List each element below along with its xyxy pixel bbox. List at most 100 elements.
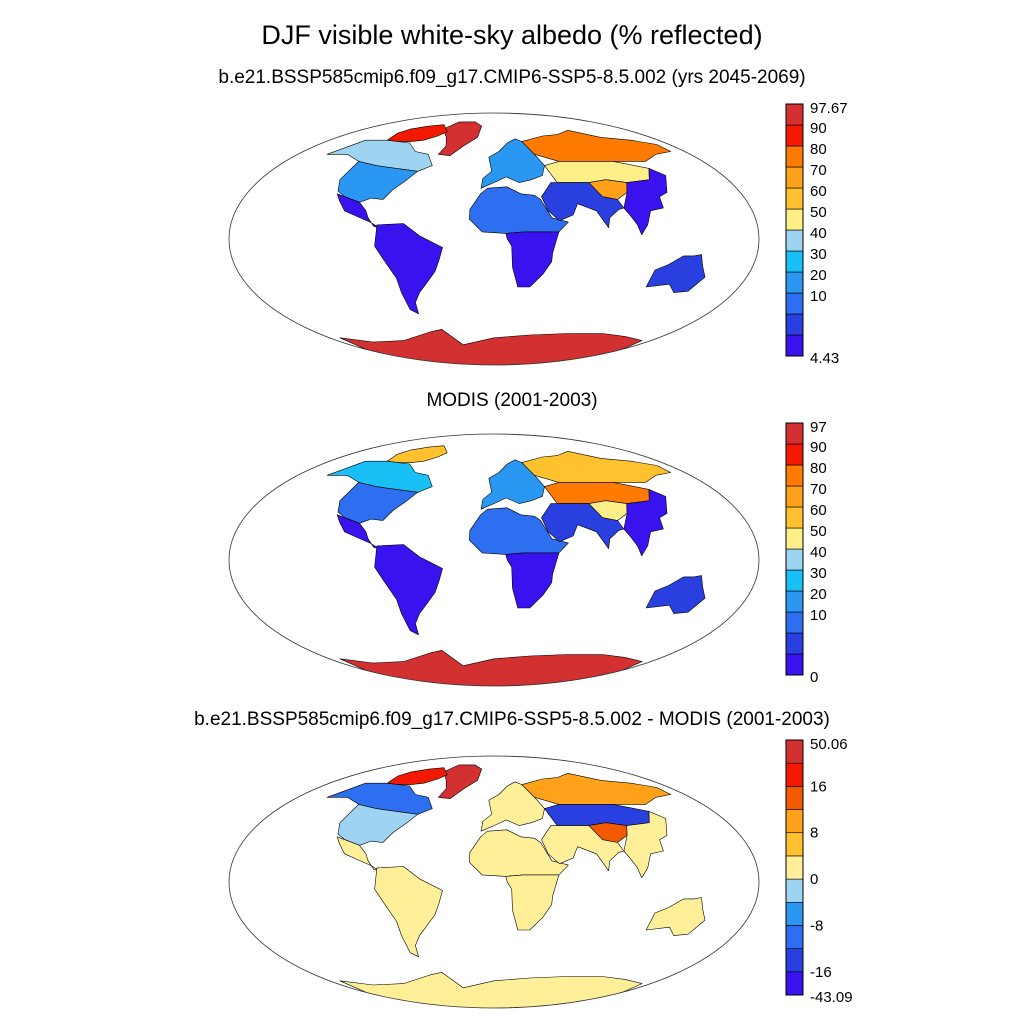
panel-1-colorbar: 97.67 90 80 70 60 50 40 30 20 10 4.43: [785, 100, 848, 367]
colorbar-tick-label: 30: [810, 246, 827, 263]
region-south-america: [374, 544, 443, 636]
colorbar-swatch: [785, 422, 804, 445]
colorbar-tick-label: 16: [810, 778, 827, 795]
colorbar-tick-label: 90: [810, 120, 827, 137]
panel-2-title: MODIS (2001-2003): [426, 390, 598, 411]
colorbar-swatch: [785, 506, 804, 529]
colorbar-swatch: [785, 271, 804, 294]
colorbar-min-label: -43.09: [810, 989, 853, 1006]
region-north-america-mid-latitude: [337, 804, 418, 846]
region-south-asia: [541, 182, 625, 228]
colorbar-tick-label: 60: [810, 502, 827, 519]
region-central-asia: [544, 482, 650, 504]
colorbar-swatch: [785, 878, 804, 903]
colorbar-swatch: [785, 208, 804, 231]
region-north-america-mid-latitude: [337, 482, 418, 524]
colorbar-tick-label: -8: [810, 917, 823, 934]
colorbar-tick-label: 50: [810, 523, 827, 540]
region-canadian-arctic: [386, 124, 448, 142]
region-africa-south: [505, 552, 560, 609]
colorbar-tick-label: -16: [810, 964, 832, 981]
colorbar-swatch: [785, 632, 804, 655]
colorbar-swatch: [785, 229, 804, 252]
region-north-america-mid-latitude: [337, 161, 418, 203]
colorbar-swatch: [785, 739, 804, 764]
region-australia: [645, 254, 706, 293]
region-south-asia: [541, 825, 625, 871]
colorbar-min-label: 0: [810, 669, 818, 686]
region-antarctica: [339, 650, 643, 686]
colorbar-swatch: [785, 485, 804, 508]
colorbar-min-label: 4.43: [810, 350, 839, 367]
colorbar-max-label: 50.06: [810, 736, 848, 753]
map-outline: [228, 112, 760, 366]
colorbar-swatch: [785, 948, 804, 973]
map-outline: [228, 755, 760, 1009]
colorbar-tick-label: 70: [810, 162, 827, 179]
region-africa-north: [469, 186, 569, 234]
panel-3-colorbar: 50.06 16 8 0 -8 -16 -43.09: [785, 736, 853, 1006]
colorbar-tick-label: 10: [810, 288, 827, 305]
region-south-asia: [541, 503, 625, 549]
region-africa-south: [505, 874, 560, 931]
colorbar-max-label: 97: [810, 419, 827, 436]
colorbar-swatch: [785, 292, 804, 315]
colorbar-tick-label: 80: [810, 460, 827, 477]
region-australia: [645, 897, 706, 936]
region-antarctica: [339, 329, 643, 365]
colorbar-swatch: [785, 786, 804, 810]
colorbar-swatch: [785, 313, 804, 336]
region-siberia: [521, 450, 672, 483]
colorbar-tick-label: 20: [810, 267, 827, 284]
region-greenland: [438, 764, 482, 800]
region-africa-north: [469, 507, 569, 555]
region-southeast-asia: [623, 489, 668, 557]
colorbar-swatch: [785, 809, 804, 834]
figure-title: DJF visible white-sky albedo (% reflecte…: [261, 20, 763, 50]
colorbar-swatch: [785, 653, 804, 676]
colorbar-swatch: [785, 611, 804, 634]
region-canadian-arctic: [386, 767, 448, 785]
region-central-asia: [544, 804, 650, 826]
colorbar-tick-label: 20: [810, 586, 827, 603]
panel-2-colorbar: 97 90 80 70 60 50 40 30 20 10 0: [785, 419, 827, 686]
colorbar-tick-label: 40: [810, 544, 827, 561]
colorbar-tick-label: 8: [810, 825, 818, 842]
colorbar-tick-label: 10: [810, 607, 827, 624]
colorbar-swatch: [785, 103, 804, 126]
region-africa-south: [505, 231, 560, 288]
colorbar-swatch: [785, 334, 804, 357]
region-southeast-asia: [623, 168, 668, 236]
colorbar-swatch: [785, 443, 804, 466]
colorbar-tick-label: 80: [810, 141, 827, 158]
region-greenland: [438, 121, 482, 157]
region-canadian-arctic: [386, 445, 448, 463]
colorbar-tick-label: 40: [810, 225, 827, 242]
region-central-asia: [544, 161, 650, 183]
colorbar-swatch: [785, 925, 804, 949]
region-south-america: [374, 223, 443, 315]
colorbar-max-label: 97.67: [810, 100, 848, 117]
colorbar-swatch: [785, 901, 804, 926]
colorbar-swatch: [785, 527, 804, 550]
colorbar-swatch: [785, 250, 804, 273]
colorbar-swatch: [785, 762, 804, 787]
colorbar-tick-label: 0: [810, 871, 818, 888]
map-outline: [228, 433, 760, 687]
panel-1-map: [228, 112, 760, 366]
region-africa-north: [469, 829, 569, 877]
colorbar-swatch: [785, 855, 804, 880]
region-antarctica: [339, 972, 643, 1008]
panel-2-map: [228, 433, 760, 687]
colorbar-tick-label: 90: [810, 439, 827, 456]
colorbar-swatch: [785, 166, 804, 189]
region-siberia: [521, 129, 672, 162]
colorbar-tick-label: 50: [810, 204, 827, 221]
colorbar-swatch: [785, 187, 804, 210]
panel-3-title: b.e21.BSSP585cmip6.f09_g17.CMIP6-SSP5-8.…: [194, 709, 830, 730]
colorbar-swatch: [785, 569, 804, 592]
colorbar-swatch: [785, 971, 804, 996]
colorbar-swatch: [785, 832, 804, 857]
region-south-america: [374, 866, 443, 958]
region-australia: [645, 575, 706, 614]
